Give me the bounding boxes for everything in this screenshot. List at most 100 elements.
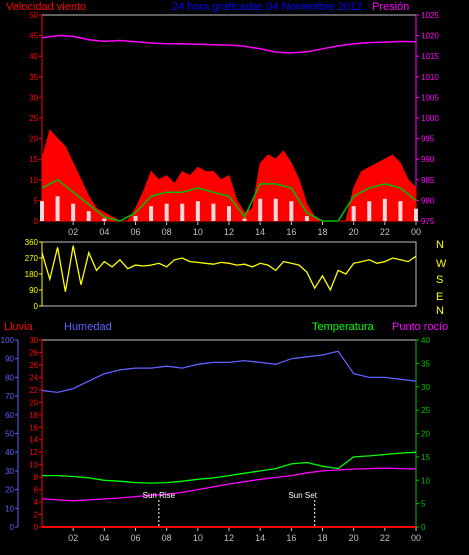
humidity-axis-label-90: 90 <box>5 355 14 364</box>
pressure-axis-label-1010: 1010 <box>421 73 439 82</box>
wind-low-bar <box>304 216 309 221</box>
pressure-axis-label-975: 975 <box>421 217 435 226</box>
bottom-xlabel-00: 00 <box>411 533 421 543</box>
top-xlabel-16: 16 <box>286 227 296 237</box>
bottom-xlabel-20: 20 <box>349 533 359 543</box>
wind-low-bar <box>351 206 356 221</box>
humidity-axis-label-40: 40 <box>5 448 14 457</box>
bottom-xlabel-04: 04 <box>99 533 109 543</box>
wind-low-bar <box>258 198 263 221</box>
wind-axis-label-5: 5 <box>34 196 39 205</box>
wind-low-bar <box>102 218 107 221</box>
bottom-xlabel-22: 22 <box>380 533 390 543</box>
wind-low-bar <box>149 206 154 221</box>
top-xlabel-08: 08 <box>162 227 172 237</box>
temperature-axis-label-25: 25 <box>421 406 430 415</box>
wind-axis-label-40: 40 <box>29 52 38 61</box>
dewpoint-label: Punto rocío <box>392 321 448 333</box>
wind-axis-label-10: 10 <box>29 176 38 185</box>
wind-speed-label: Velocidad viento <box>6 1 86 13</box>
dewpoint-series <box>41 467 417 502</box>
rain-axis-label-30: 30 <box>29 336 38 345</box>
humidity-series <box>41 350 417 394</box>
wind-low-bar <box>273 198 278 221</box>
wind-average-series <box>41 178 417 222</box>
compass-w: W <box>436 258 447 270</box>
top-xlabel-06: 06 <box>130 227 140 237</box>
rain-axis-label-16: 16 <box>29 423 38 432</box>
rain-axis-label-20: 20 <box>29 398 38 407</box>
wind-low-bar <box>86 211 91 221</box>
temperature-axis-label-5: 5 <box>421 500 426 509</box>
temperature-axis-label-35: 35 <box>421 359 430 368</box>
rain-axis-label-0: 0 <box>34 523 39 532</box>
humidity-axis-label-100: 100 <box>1 336 15 345</box>
top-xlabel-12: 12 <box>224 227 234 237</box>
rain-axis-label-18: 18 <box>29 411 38 420</box>
wind-axis-label-30: 30 <box>29 93 38 102</box>
wind-direction-chart: 0 90 180 270 360 <box>25 238 417 311</box>
wind-low-bar <box>367 201 372 221</box>
temperature-axis-label-20: 20 <box>421 430 430 439</box>
pressure-axis-label-995: 995 <box>421 135 435 144</box>
humidity-axis-label-70: 70 <box>5 392 14 401</box>
rain-label: Lluvia <box>4 321 34 333</box>
pressure-axis-label-980: 980 <box>421 196 435 205</box>
pressure-axis-label-1015: 1015 <box>421 52 439 61</box>
wind-direction-series <box>41 245 417 292</box>
bottom-xlabel-10: 10 <box>193 533 203 543</box>
wind-low-bar <box>40 201 44 221</box>
rain-axis-label-2: 2 <box>34 511 39 520</box>
compass-n-bottom: N <box>436 305 444 317</box>
direction-plot-frame <box>41 241 417 307</box>
wind-axis-label-45: 45 <box>29 32 38 41</box>
bottom-xlabel-08: 08 <box>162 533 172 543</box>
wind-low-bar <box>55 196 60 221</box>
pressure-axis-label-1020: 1020 <box>421 32 439 41</box>
humidity-axis-label-60: 60 <box>5 411 14 420</box>
compass-labels: N W S E N <box>436 239 447 317</box>
wind-speed-series <box>41 129 417 222</box>
rain-axis-label-6: 6 <box>34 486 39 495</box>
rain-axis-label-12: 12 <box>29 448 38 457</box>
bottom-xlabel-02: 02 <box>68 533 78 543</box>
pressure-label: Presión <box>372 1 409 13</box>
wind-axis-label-50: 50 <box>29 11 38 20</box>
temperature-axis-label-0: 0 <box>421 523 426 532</box>
pressure-axis-label-1000: 1000 <box>421 114 439 123</box>
wind-axis-label-0: 0 <box>34 217 39 226</box>
humidity-axis-label-0: 0 <box>10 523 15 532</box>
chart-title: 24 hora graficadas 04 Noviembre 2012 <box>172 1 362 13</box>
top-xlabel-02: 02 <box>68 227 78 237</box>
direction-axis-label-270: 270 <box>25 254 39 263</box>
bottom-xlabel-12: 12 <box>224 533 234 543</box>
wind-axis-label-20: 20 <box>29 135 38 144</box>
rain-axis-label-24: 24 <box>29 373 38 382</box>
wind-low-bar <box>71 203 76 221</box>
top-xlabel-18: 18 <box>317 227 327 237</box>
wind-low-bar <box>414 208 418 221</box>
wind-axis-label-35: 35 <box>29 73 38 82</box>
rain-axis-label-4: 4 <box>34 498 39 507</box>
wind-low-bar <box>211 203 216 221</box>
compass-s: S <box>436 274 443 286</box>
compass-n-top: N <box>436 239 444 251</box>
bottom-xlabel-06: 06 <box>130 533 140 543</box>
rain-axis-label-14: 14 <box>29 436 38 445</box>
humidity-axis-label-50: 50 <box>5 430 14 439</box>
wind-low-bar <box>180 203 185 221</box>
temperature-axis-label-10: 10 <box>421 476 430 485</box>
pressure-axis-label-1005: 1005 <box>421 93 439 102</box>
rain-axis-label-10: 10 <box>29 461 38 470</box>
sunrise-label: Sun Rise <box>143 491 176 500</box>
wind-pressure-chart: 0510152025303540455097598098599099510001… <box>29 11 439 237</box>
top-xlabel-10: 10 <box>193 227 203 237</box>
temperature-axis-label-15: 15 <box>421 453 430 462</box>
top-xlabel-20: 20 <box>349 227 359 237</box>
humidity-axis-label-20: 20 <box>5 486 14 495</box>
sunset-label: Sun Set <box>288 491 317 500</box>
wind-low-bar <box>164 203 169 221</box>
pressure-axis-label-990: 990 <box>421 155 435 164</box>
humidity-temperature-chart: 0102030405060708090100024681012141618202… <box>1 336 431 543</box>
